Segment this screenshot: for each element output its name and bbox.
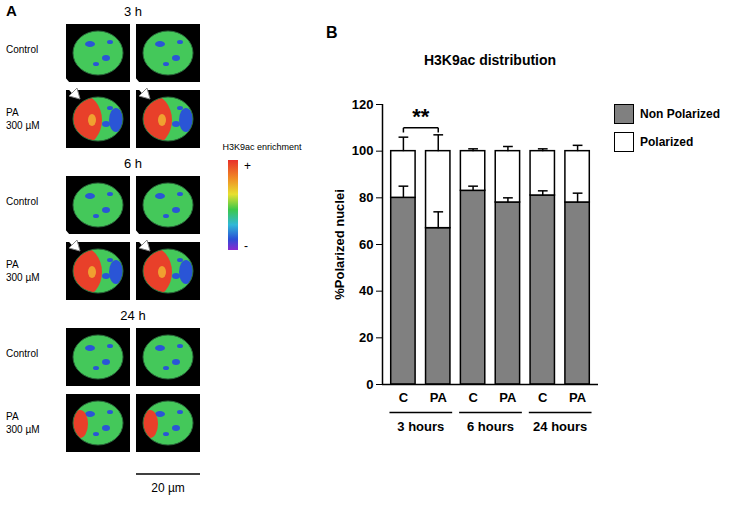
svg-text:24 hours: 24 hours (533, 419, 587, 434)
svg-text:24 h: 24 h (120, 308, 145, 323)
svg-text:PA: PA (6, 411, 19, 422)
svg-text:80: 80 (359, 190, 373, 205)
html-text:B: B (326, 24, 338, 41)
svg-text:300 µM: 300 µM (6, 272, 40, 283)
svg-text:-: - (244, 239, 248, 253)
svg-text:Control: Control (6, 44, 38, 55)
svg-text:PA: PA (6, 259, 19, 270)
svg-text:C: C (468, 390, 478, 405)
svg-text:100: 100 (352, 143, 374, 158)
svg-text:300 µM: 300 µM (6, 424, 40, 435)
svg-text:PA: PA (499, 390, 517, 405)
svg-text:C: C (399, 390, 409, 405)
svg-text:6 hours: 6 hours (467, 419, 514, 434)
svg-text:60: 60 (359, 237, 373, 252)
svg-text:40: 40 (359, 283, 373, 298)
svg-text:%Polarized nuclei: %Polarized nuclei (332, 189, 347, 300)
svg-text:20: 20 (359, 330, 373, 345)
svg-text:PA: PA (569, 390, 587, 405)
html-text:Polarized: Polarized (640, 135, 694, 149)
svg-text:PA: PA (6, 107, 19, 118)
svg-text:H3K9ac enrichment: H3K9ac enrichment (222, 142, 302, 152)
svg-text:3 h: 3 h (124, 4, 142, 19)
svg-text:A: A (6, 2, 17, 19)
svg-text:Control: Control (6, 196, 38, 207)
svg-text:+: + (244, 159, 251, 173)
html-text:H3K9ac distribution: H3K9ac distribution (423, 52, 557, 68)
svg-text:3 hours: 3 hours (397, 419, 444, 434)
svg-text:Control: Control (6, 348, 38, 359)
svg-text:C: C (538, 390, 548, 405)
html-text:Non Polarized: Non Polarized (640, 107, 720, 121)
svg-text:PA: PA (430, 390, 448, 405)
svg-text:120: 120 (352, 97, 374, 112)
svg-text:6 h: 6 h (124, 156, 142, 171)
svg-text:300 µM: 300 µM (6, 120, 40, 131)
svg-text:20 µm: 20 µm (151, 481, 185, 495)
svg-text:**: ** (412, 104, 430, 129)
svg-text:0: 0 (366, 377, 373, 392)
